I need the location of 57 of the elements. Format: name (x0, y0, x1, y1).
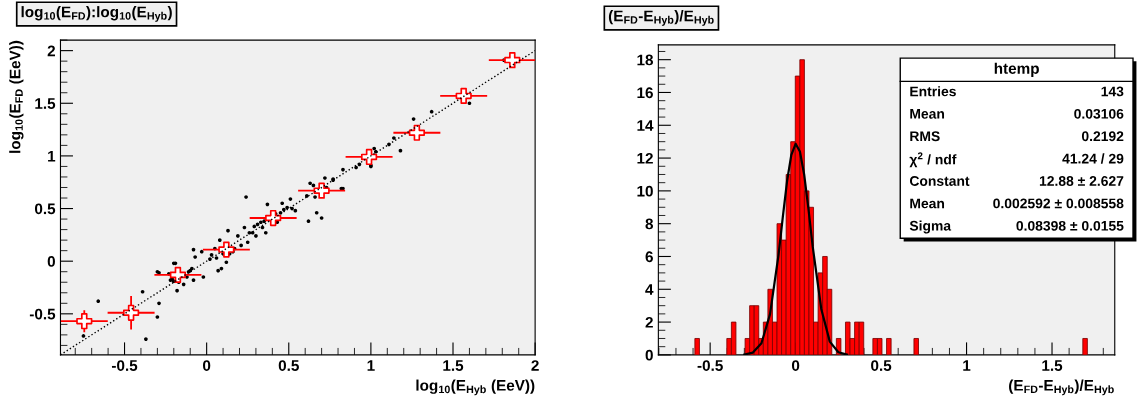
point (504, 51, 521, 69)
y-tick-label: 1 (48, 150, 56, 162)
annotation: Mean (910, 109, 945, 119)
x-tick-label: 1.5 (1042, 360, 1063, 371)
x-tick-label: 0.5 (871, 360, 892, 371)
chart-title: log$_{10}$(E$_{FD}$):log$_{10}$(E$_{Hyb}$) (21, 6, 172, 22)
annotation: Mean (910, 198, 945, 209)
annotation: Constant (909, 176, 970, 186)
annotation: 0.002592 ± 0.008558 (993, 198, 1124, 209)
y-tick-label: 10 (637, 185, 653, 197)
x-tick-label: 0 (791, 360, 800, 371)
annotation: 0.03106 (1074, 108, 1124, 119)
y-tick-label: 12 (637, 152, 653, 164)
annotation: Entries (910, 86, 956, 97)
point (360, 148, 378, 166)
y-tick-label: 1.5 (35, 98, 56, 109)
y-tick-label: 14 (637, 120, 654, 131)
y-tick-label: 2 (47, 45, 55, 57)
y-tick-label: 0.5 (34, 203, 56, 215)
point (455, 87, 472, 105)
annotation: htemp (994, 62, 1039, 77)
point (169, 266, 187, 283)
point (408, 124, 425, 141)
x-tick-label: 0 (203, 360, 211, 371)
y-tick-label: 4 (645, 284, 654, 295)
point (76, 313, 93, 330)
annotation: χ$^{2}$ / ndf (909, 152, 957, 168)
annotation: RMS (910, 131, 940, 142)
annotation: 0.08398 ± 0.0155 (1016, 220, 1124, 231)
y-tick-label: 2 (645, 316, 653, 328)
point (265, 209, 282, 227)
point (122, 304, 140, 321)
y-tick-label: 16 (637, 87, 653, 99)
x-tick-label: 1 (367, 360, 375, 371)
point (313, 182, 330, 199)
annotation: 12.88 ± 2.627 (1039, 176, 1124, 186)
y-tick-label: 0 (645, 349, 653, 361)
y-tick-label: 8 (645, 218, 654, 230)
x-tick-label: 2 (531, 360, 539, 371)
annotation: 143 (1101, 86, 1124, 97)
x-tick-label: 1.5 (443, 360, 464, 371)
annotation: 41.24 / 29 (1062, 153, 1124, 164)
x-tick-label: -0.5 (111, 360, 138, 371)
x-axis-title: log$_{10}$(E$_{Hyb}$ (EeV)) (416, 379, 535, 396)
y-tick-label: 0 (47, 256, 55, 267)
x-tick-label: 1 (963, 360, 971, 371)
y-axis-title: log$_{10}$(E$_{FD}$ (EeV)) (9, 40, 24, 153)
y-tick-label: 18 (637, 54, 654, 66)
y-tick-label: -0.5 (29, 308, 56, 320)
annotation: 0.2192 (1081, 131, 1124, 142)
x-tick-label: 0.5 (278, 360, 299, 371)
x-tick-label: -0.5 (697, 360, 723, 371)
annotation: Sigma (909, 220, 952, 234)
point (218, 241, 235, 258)
y-tick-label: 6 (645, 251, 653, 263)
x-axis-title: (E$_{FD}$-E$_{Hyb}$)/E$_{Hyb}$ (1009, 379, 1114, 396)
chart-title: (E$_{FD}$-E$_{Hyb}$)/E$_{Hyb}$ (608, 10, 714, 26)
